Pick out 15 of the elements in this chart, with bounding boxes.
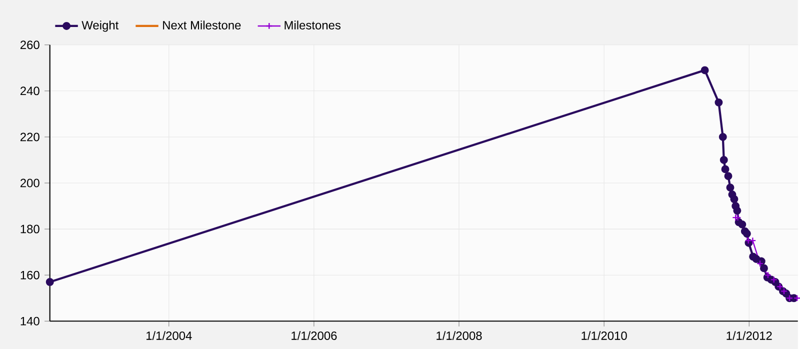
legend-label: Next Milestone [163, 20, 241, 30]
y-tick-label: 140 [20, 316, 40, 326]
y-tick-label: 260 [20, 40, 40, 50]
y-tick-label: 200 [20, 178, 40, 188]
x-tick-label: 1/1/2012 [726, 331, 772, 340]
y-tick-label: 240 [20, 86, 40, 96]
x-tick-label: 1/1/2008 [436, 331, 482, 340]
legend-label: Weight [82, 20, 119, 32]
y-tick-label: 180 [20, 224, 40, 234]
legend-label: Milestones [284, 20, 341, 30]
x-tick-label: 1/1/2010 [582, 331, 627, 340]
y-tick-label: 220 [20, 132, 40, 142]
x-tick-label: 1/1/2004 [146, 331, 192, 340]
x-tick-label: 1/1/2006 [292, 331, 337, 340]
y-tick-label: 160 [20, 270, 40, 280]
